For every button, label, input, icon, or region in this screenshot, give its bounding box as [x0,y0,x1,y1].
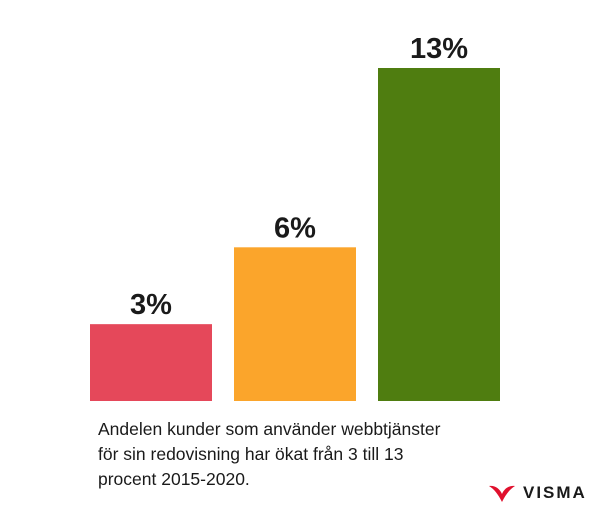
bars-layer [90,68,500,401]
bar-2 [234,247,356,401]
bar-chart: 3% 6% 13% [90,33,500,401]
visma-logo-icon [489,485,515,502]
data-label-2: 6% [274,212,316,244]
bar-1 [90,324,212,401]
data-labels-layer: 3% 6% 13% [130,33,468,321]
visma-logo-text: VISMA [523,483,587,502]
caption-line-3: procent 2015-2020. [98,469,250,489]
visma-logo: VISMA [487,480,587,506]
chart-caption: Andelen kunder som använder webbtjänster… [98,417,538,492]
caption-line-1: Andelen kunder som använder webbtjänster [98,419,441,439]
bar-3 [378,68,500,401]
data-label-1: 3% [130,289,172,321]
caption-line-2: för sin redovisning har ökat från 3 till… [98,444,404,464]
data-label-3: 13% [410,33,468,65]
